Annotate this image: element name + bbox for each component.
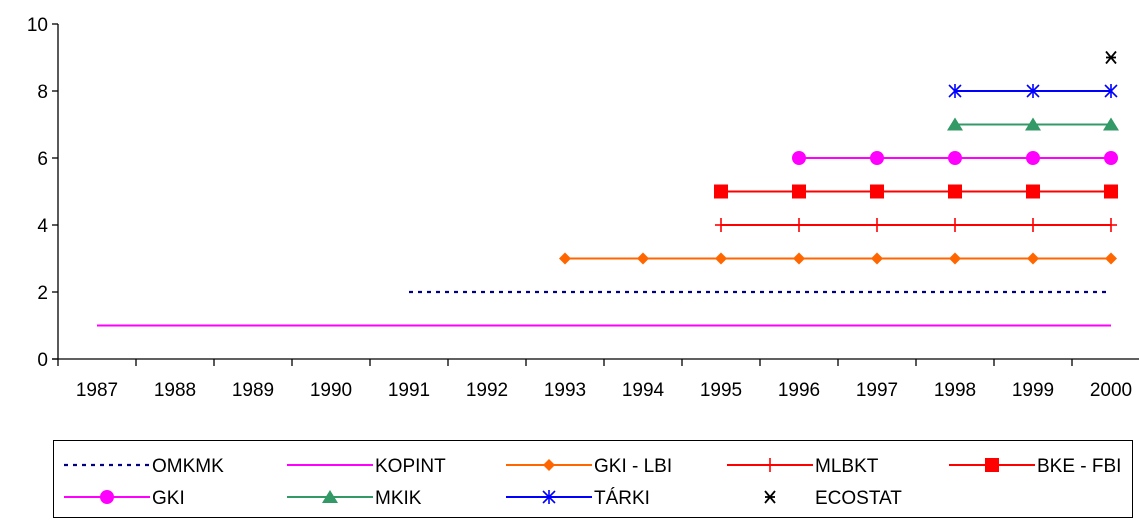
series-gki-lbi [559, 252, 1117, 265]
data-point [948, 84, 962, 98]
data-point [1027, 252, 1039, 265]
series-ecostat [1105, 50, 1117, 65]
y-tick-label: 0 [37, 350, 48, 371]
series-bke-fbi [714, 184, 1118, 199]
data-point [1104, 151, 1118, 165]
x-tick-label: 1995 [700, 380, 742, 401]
series-layer [97, 50, 1119, 327]
data-point [793, 218, 805, 232]
x-tick-label: 1993 [544, 380, 586, 401]
data-point [948, 151, 962, 165]
data-point [792, 184, 806, 199]
x-tick-label: 1988 [154, 380, 196, 401]
data-point [1026, 184, 1040, 199]
x-tick-label: 1990 [310, 380, 352, 401]
y-tick-label: 4 [37, 216, 48, 237]
series-t-rki [948, 84, 1118, 98]
data-point [793, 252, 805, 265]
series-mlbkt [715, 218, 1117, 232]
data-point [1105, 218, 1117, 232]
data-point [715, 218, 727, 232]
data-point [1104, 184, 1118, 199]
data-point [1026, 84, 1040, 98]
series-gki [792, 151, 1118, 165]
series-mkik [947, 117, 1119, 131]
x-tick-label: 1991 [388, 380, 430, 401]
data-point [1104, 84, 1118, 98]
x-tick-label: 1994 [622, 380, 665, 401]
data-point [637, 252, 649, 265]
data-point [947, 117, 963, 131]
y-tick-label: 8 [37, 82, 48, 103]
data-point [1025, 117, 1041, 131]
x-tick-label: 2000 [1090, 380, 1132, 401]
data-point [792, 151, 806, 165]
x-tick-label: 1987 [76, 380, 118, 401]
x-tick-label: 1992 [466, 380, 508, 401]
axes: 0 2 4 6 8 10 1987 1988 1989 1990 1991 1992 1993 1994 1… [27, 15, 1139, 401]
data-point [715, 252, 727, 265]
y-tick-label: 2 [37, 283, 48, 304]
data-point [949, 252, 961, 265]
y-tick-label: 10 [27, 15, 48, 36]
data-point [870, 184, 884, 199]
data-point [871, 218, 883, 232]
data-point [871, 252, 883, 265]
x-tick-label: 1989 [232, 380, 274, 401]
data-point [1105, 50, 1117, 65]
data-point [714, 184, 728, 199]
x-tick-label: 1997 [856, 380, 898, 401]
data-point [1026, 151, 1040, 165]
y-tick-label: 6 [37, 149, 48, 170]
data-point [559, 252, 571, 265]
data-point [870, 151, 884, 165]
x-tick-label: 1996 [778, 380, 820, 401]
x-tick-label: 1999 [1012, 380, 1054, 401]
x-tick-label: 1998 [934, 380, 976, 401]
data-point [1105, 252, 1117, 265]
data-point [949, 218, 961, 232]
data-point [1027, 218, 1039, 232]
data-point [948, 184, 962, 199]
legend [53, 440, 1133, 518]
data-point [1103, 117, 1119, 131]
